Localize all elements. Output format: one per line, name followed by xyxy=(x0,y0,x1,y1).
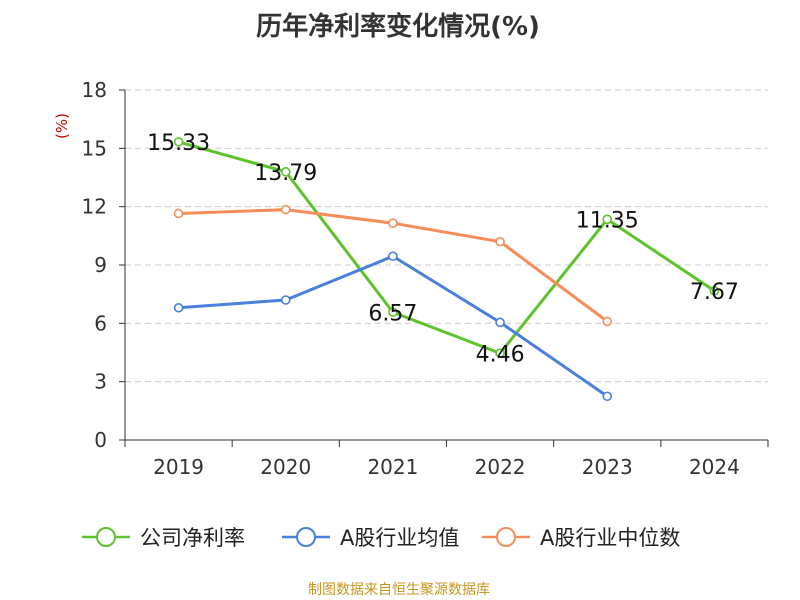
y-tick-label: 3 xyxy=(94,370,107,394)
data-point xyxy=(173,137,184,147)
data-label: 11.35 xyxy=(576,208,639,233)
x-tick-label: 2022 xyxy=(475,455,526,479)
y-tick-label: 18 xyxy=(82,78,107,102)
data-point xyxy=(602,316,613,327)
data-label: 13.79 xyxy=(254,161,317,186)
data-point xyxy=(709,286,720,296)
x-tick-label: 2023 xyxy=(582,455,633,479)
y-axis-title: (%) xyxy=(53,113,71,139)
data-point xyxy=(602,391,613,402)
data-label: 7.67 xyxy=(690,280,739,305)
legend-label: A股行业均值 xyxy=(340,526,459,550)
legend-label: A股行业中位数 xyxy=(540,526,680,550)
data-point xyxy=(173,208,184,219)
data-label: 6.57 xyxy=(368,301,417,326)
x-tick-label: 2024 xyxy=(689,455,740,479)
legend-item[interactable]: 公司净利率 xyxy=(82,526,245,550)
series-line xyxy=(178,140,716,355)
legend-marker xyxy=(296,527,316,547)
data-label: 15.33 xyxy=(147,131,210,156)
grid xyxy=(125,89,768,383)
data-point xyxy=(280,295,291,305)
data-point xyxy=(388,218,398,228)
legend-marker xyxy=(496,527,516,547)
x-tick-label: 2021 xyxy=(367,455,418,479)
y-tick-label: 15 xyxy=(82,136,107,160)
data-point xyxy=(388,251,398,262)
y-tick-label: 6 xyxy=(94,311,107,335)
legend-item[interactable]: A股行业中位数 xyxy=(482,526,680,550)
y-tick-label: 0 xyxy=(94,428,107,452)
x-tick-label: 2020 xyxy=(260,455,311,479)
legend: 公司净利率 A股行业均值 A股行业中位数 xyxy=(82,526,680,550)
data-label: 4.46 xyxy=(476,342,525,367)
data-labels: 15.33 13.79 6.57 4.46 11.35 7.67 xyxy=(147,131,739,367)
y-tick-label: 12 xyxy=(82,195,107,219)
data-point xyxy=(495,236,505,247)
legend-marker xyxy=(96,527,116,547)
data-point xyxy=(495,317,505,328)
legend-item[interactable]: A股行业均值 xyxy=(282,526,459,550)
x-tick-label: 2019 xyxy=(153,455,204,479)
data-point xyxy=(173,302,184,313)
data-point xyxy=(495,348,505,359)
series-line xyxy=(178,254,609,398)
axes: 0 3 6 9 12 15 18 2019 2020 2021 2022 2023 2024 xyxy=(82,78,769,479)
data-point xyxy=(280,167,291,177)
legend-label: 公司净利率 xyxy=(140,526,245,550)
data-point xyxy=(388,307,398,318)
chart-title: 历年净利率变化情况(%) xyxy=(256,11,540,42)
source-note: 制图数据来自恒生聚源数据库 xyxy=(308,582,490,598)
data-point xyxy=(280,204,291,215)
data-point xyxy=(602,214,613,225)
y-tick-label: 9 xyxy=(94,253,107,277)
series xyxy=(173,137,720,402)
